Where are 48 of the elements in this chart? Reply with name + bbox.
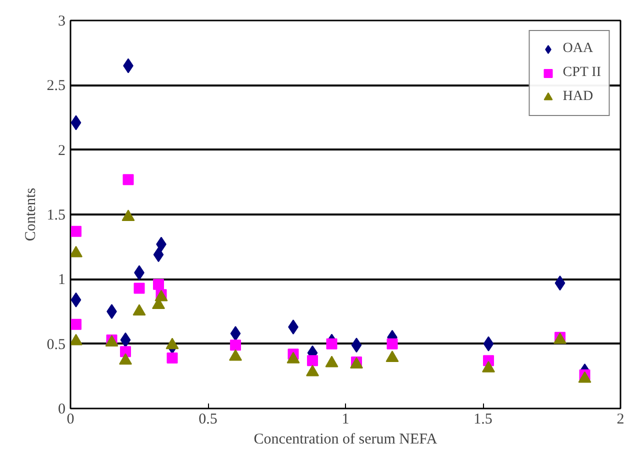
point [122, 210, 135, 222]
y-tick-label: 1 [58, 272, 66, 288]
point [578, 371, 592, 383]
x-tick-label: 1 [342, 412, 350, 428]
point [106, 304, 117, 319]
point [386, 350, 399, 362]
point [70, 115, 82, 130]
point [326, 338, 338, 350]
point [325, 356, 338, 368]
y-tick-label: 0.5 [46, 336, 66, 353]
point [120, 332, 131, 348]
point [230, 326, 241, 341]
legend-label: HAD [562, 89, 594, 105]
point [153, 247, 164, 262]
point [166, 338, 179, 350]
point [554, 276, 566, 291]
point [132, 304, 146, 316]
legend-label: OAA [562, 41, 594, 57]
x-tick-label: 1.5 [474, 412, 492, 428]
y-axis-title: Contents [22, 188, 39, 242]
point [351, 338, 362, 353]
point [122, 174, 134, 186]
x-tick-label: 0.5 [198, 412, 218, 428]
point [306, 364, 319, 376]
y-tick-label: 3 [58, 14, 66, 30]
y-tick-label: 2.5 [46, 78, 66, 94]
point [166, 352, 178, 364]
point [386, 338, 398, 350]
y-tick-label: 2 [58, 142, 66, 159]
y-tick-label: 0 [58, 402, 66, 418]
legend-label: CPT II [562, 65, 601, 81]
point [70, 318, 82, 330]
point [70, 226, 82, 237]
point [153, 278, 164, 290]
y-tick-label: 1.5 [46, 208, 66, 224]
point [286, 352, 300, 364]
point [307, 355, 318, 366]
point [70, 292, 82, 308]
point [120, 346, 131, 358]
point [230, 340, 241, 351]
x-axis-title: Concentration of serum NEFA [254, 432, 438, 448]
point [482, 360, 495, 372]
point [134, 282, 145, 294]
point [229, 349, 242, 361]
point [119, 353, 132, 365]
point [483, 336, 494, 352]
point [70, 334, 82, 346]
x-tick-label: 2 [616, 412, 624, 428]
